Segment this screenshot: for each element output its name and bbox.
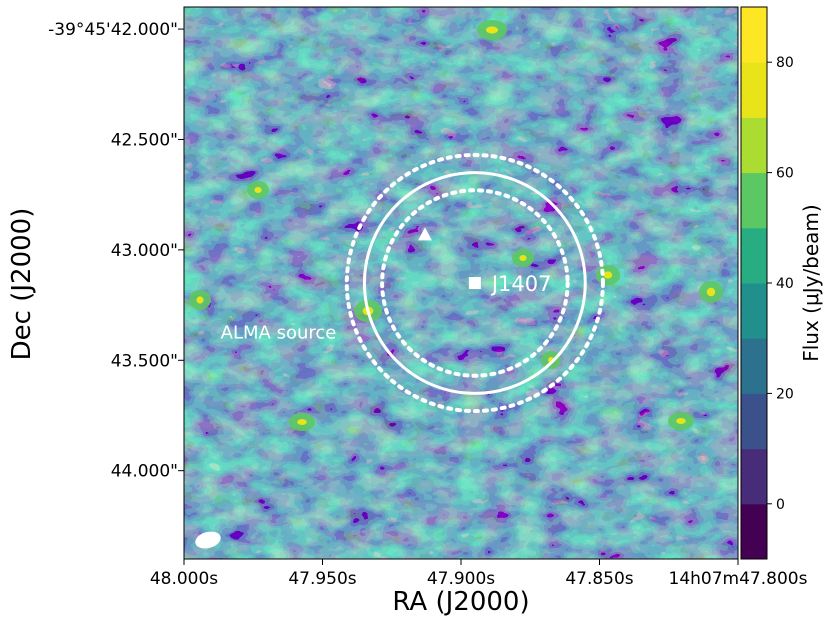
inner-dotted-circle xyxy=(380,188,570,378)
hotspot-core xyxy=(196,296,204,304)
hotspot-core xyxy=(676,418,686,424)
outer-dotted-circle xyxy=(344,152,605,414)
solid-circle xyxy=(362,171,587,395)
y-axis-label: Dec (J2000) xyxy=(7,208,37,361)
x-tick-label: 47.900s xyxy=(427,569,495,589)
hotspot-core xyxy=(706,287,716,297)
colorbar-tick-label: 0 xyxy=(776,497,785,513)
target-label: J1407 xyxy=(490,272,552,296)
x-axis: 48.000s 47.950s 47.900s 47.850s 14h07m47.800… xyxy=(150,559,808,589)
hotspot-core xyxy=(519,255,527,261)
y-axis: -39°45'42.000" 42.500" 43.000" 43.500" 44.00… xyxy=(48,20,184,482)
y-tick-label: -39°45'42.000" xyxy=(48,20,178,40)
triangle-marker xyxy=(417,227,432,241)
y-tick-label: 43.000" xyxy=(111,241,178,261)
heatmap-image xyxy=(184,7,738,559)
colorbar-band xyxy=(741,393,767,450)
colorbar-tick-label: 40 xyxy=(776,276,794,292)
colorbar-tick-label: 20 xyxy=(776,386,794,402)
hotspot-core xyxy=(297,419,307,425)
colorbar-band xyxy=(741,503,767,560)
y-tick-label: 44.000" xyxy=(111,462,178,482)
colorbar-band xyxy=(741,338,767,394)
hotspot-core xyxy=(603,271,613,279)
colorbar-band xyxy=(741,283,767,339)
colorbar-band xyxy=(741,117,767,174)
colorbar-band xyxy=(741,227,767,284)
y-tick-label: 42.500" xyxy=(111,130,178,150)
colorbar-tick-label: 80 xyxy=(776,55,794,71)
colorbar-tick-label: 60 xyxy=(776,166,794,182)
hotspot-core xyxy=(486,26,498,34)
x-axis-label: RA (J2000) xyxy=(392,587,529,617)
x-tick-label: 47.950s xyxy=(288,569,356,589)
colorbar-label: Flux (μJy/beam) xyxy=(799,204,823,361)
x-tick-label: 47.850s xyxy=(565,569,633,589)
hotspot-core xyxy=(254,187,262,193)
colorbar: 0 20 40 60 80 xyxy=(740,6,794,560)
colorbar-band xyxy=(741,62,767,118)
y-tick-label: 43.500" xyxy=(111,351,178,371)
colorbar-band xyxy=(741,448,767,505)
colorbar-band xyxy=(741,172,767,229)
beam-ellipse xyxy=(195,531,221,549)
alma-source-label: ALMA source xyxy=(221,323,337,344)
target-square-marker xyxy=(468,277,481,289)
x-tick-label: 14h07m47.800s xyxy=(669,569,808,589)
x-tick-label: 48.000s xyxy=(150,569,218,589)
colorbar-band xyxy=(741,7,767,63)
